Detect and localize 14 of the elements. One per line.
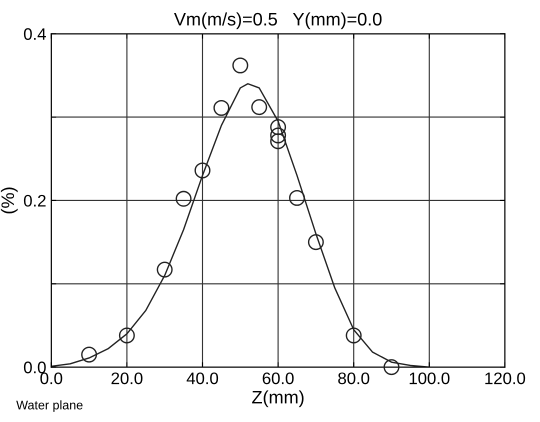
x-tick-label: 120.0: [485, 372, 526, 384]
x-tick-label: 80.0: [338, 372, 370, 384]
x-axis-title: Z(mm): [252, 390, 304, 408]
x-tick-label: 60.0: [262, 372, 294, 384]
text: Water plane: [16, 400, 83, 412]
y-tick-label: 0.4: [24, 28, 46, 40]
x-tick-label: 100.0: [410, 372, 450, 384]
chart-title: Vm(m/s)=0.5 Y(mm)=0.0: [174, 12, 382, 30]
x-tick-label: 0.0: [40, 372, 62, 384]
x-tick-label: 40.0: [186, 372, 218, 384]
x-tick-label: 20.0: [112, 372, 142, 384]
y-axis-title: (%): [0, 188, 18, 214]
y-tick-label: 0.2: [24, 194, 46, 207]
y-tick-label: 0.0: [24, 362, 46, 374]
